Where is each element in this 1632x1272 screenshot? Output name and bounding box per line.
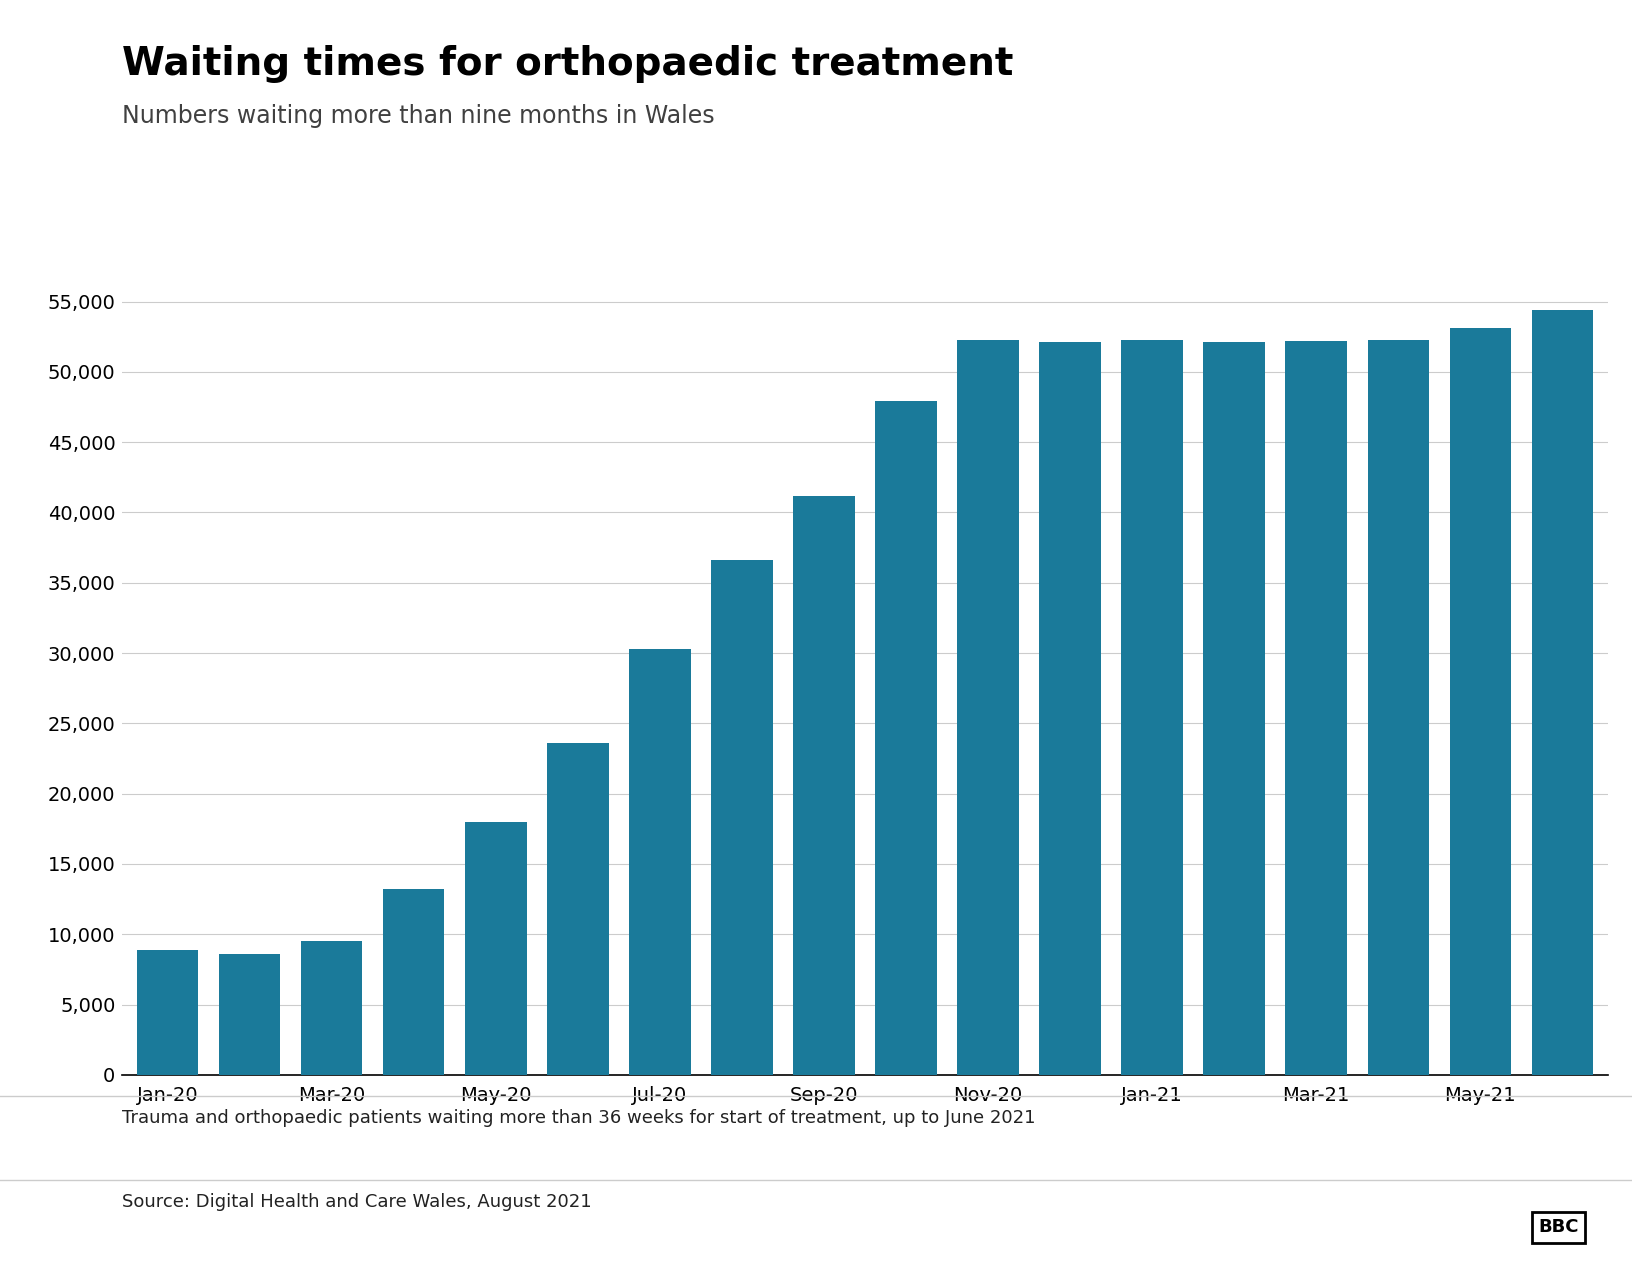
- Bar: [628, 649, 690, 1075]
- Text: Trauma and orthopaedic patients waiting more than 36 weeks for start of treatmen: Trauma and orthopaedic patients waiting …: [122, 1109, 1036, 1127]
- Bar: [300, 941, 362, 1075]
- Text: Source: Digital Health and Care Wales, August 2021: Source: Digital Health and Care Wales, A…: [122, 1193, 592, 1211]
- Bar: [1203, 342, 1265, 1075]
- Text: Numbers waiting more than nine months in Wales: Numbers waiting more than nine months in…: [122, 104, 715, 128]
- Bar: [1368, 340, 1430, 1075]
- Bar: [1040, 342, 1102, 1075]
- Bar: [875, 402, 937, 1075]
- Bar: [1449, 328, 1511, 1075]
- Bar: [547, 743, 609, 1075]
- Bar: [465, 822, 527, 1075]
- Bar: [1121, 340, 1183, 1075]
- Bar: [1286, 341, 1346, 1075]
- Bar: [958, 340, 1018, 1075]
- Bar: [712, 560, 772, 1075]
- Text: Waiting times for orthopaedic treatment: Waiting times for orthopaedic treatment: [122, 45, 1013, 83]
- Bar: [219, 954, 281, 1075]
- Bar: [137, 950, 199, 1075]
- Text: BBC: BBC: [1539, 1219, 1578, 1236]
- Bar: [793, 496, 855, 1075]
- Bar: [1531, 310, 1593, 1075]
- Bar: [384, 889, 444, 1075]
